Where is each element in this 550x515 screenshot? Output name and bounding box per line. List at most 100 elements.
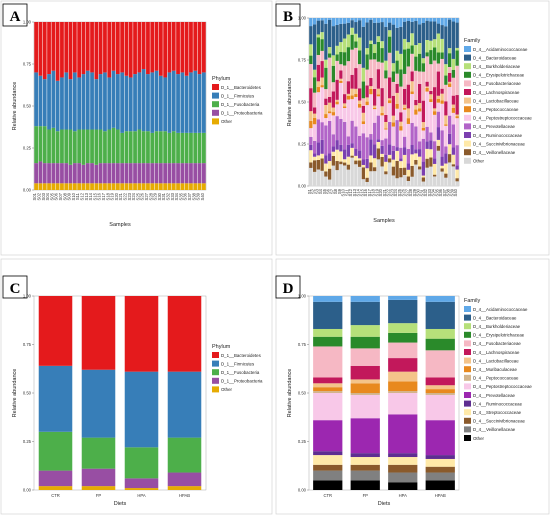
legend-swatch-d-7 bbox=[464, 366, 471, 373]
bar-b-11-12 bbox=[350, 155, 354, 158]
bar-a-13-0 bbox=[90, 22, 94, 73]
bar-b-25-8 bbox=[402, 109, 407, 137]
bar-b-9-8 bbox=[342, 107, 347, 122]
bar-b-35-8 bbox=[440, 103, 444, 131]
bar-b-25-6 bbox=[402, 104, 407, 108]
bar-a-21-3 bbox=[124, 163, 129, 184]
bar-b-16-0 bbox=[369, 18, 373, 20]
bar-b-18-11 bbox=[376, 141, 381, 149]
bar-b-7-6 bbox=[335, 99, 339, 102]
bar-b-20-0 bbox=[384, 18, 388, 27]
bar-d-1-14 bbox=[350, 470, 380, 481]
bar-b-13-7 bbox=[357, 104, 362, 108]
bar-b-18-2 bbox=[376, 36, 381, 42]
bar-b-12-5 bbox=[354, 68, 358, 89]
bar-b-33-8 bbox=[432, 114, 437, 142]
x-tick-label-a-11: S12 bbox=[79, 192, 84, 200]
bar-b-10-5 bbox=[346, 81, 351, 94]
bar-b-24-3 bbox=[399, 69, 403, 87]
bar-b-2-7 bbox=[316, 87, 321, 93]
bar-b-35-0 bbox=[440, 18, 444, 26]
bar-b-35-12 bbox=[440, 168, 444, 172]
x-tick-label-a-1: S02 bbox=[36, 192, 41, 200]
bar-a-16-3 bbox=[103, 163, 107, 184]
bar-b-12-12 bbox=[354, 160, 358, 165]
bar-b-38-9 bbox=[451, 124, 456, 148]
x-tick-label-b-30: S31 bbox=[419, 188, 424, 196]
bar-a-30-1 bbox=[163, 77, 168, 132]
bar-b-11-4 bbox=[350, 49, 354, 75]
bar-b-23-10 bbox=[395, 147, 399, 151]
bar-a-26-3 bbox=[146, 163, 150, 184]
bar-a-8-1 bbox=[68, 79, 73, 130]
bar-b-34-1 bbox=[436, 23, 441, 34]
bar-a-2-0 bbox=[42, 22, 47, 80]
bar-b-30-5 bbox=[421, 100, 426, 123]
bar-b-33-1 bbox=[432, 21, 437, 40]
bar-b-4-6 bbox=[324, 105, 328, 115]
bar-b-29-4 bbox=[417, 71, 422, 84]
bar-b-34-8 bbox=[436, 102, 441, 112]
bar-b-3-5 bbox=[320, 61, 324, 78]
bar-b-30-12 bbox=[421, 177, 426, 182]
x-tick-label-a-3: S04 bbox=[45, 192, 50, 200]
x-tick-label-d-3: HPAB bbox=[435, 493, 446, 498]
bar-b-17-13 bbox=[372, 171, 377, 186]
bar-a-22-4 bbox=[128, 183, 133, 190]
bar-c-1-2 bbox=[81, 437, 116, 469]
bar-d-2-6 bbox=[388, 371, 418, 382]
bar-c-2-3 bbox=[124, 478, 159, 489]
bar-a-7-0 bbox=[64, 22, 69, 73]
bar-a-9-4 bbox=[72, 183, 77, 190]
x-tick-label-b-10: S11 bbox=[344, 188, 349, 196]
x-tick-label-a-37: S38 bbox=[191, 192, 196, 200]
x-tick-label-b-13: S14 bbox=[356, 188, 361, 196]
bar-b-18-9 bbox=[376, 115, 381, 140]
bar-b-12-3 bbox=[354, 41, 358, 48]
bar-b-32-3 bbox=[429, 50, 433, 65]
bar-d-1-7 bbox=[350, 383, 380, 393]
bar-b-18-8 bbox=[376, 96, 381, 116]
bar-b-33-11 bbox=[432, 163, 437, 175]
bar-b-18-5 bbox=[376, 69, 381, 89]
bar-a-20-4 bbox=[120, 183, 125, 190]
bar-b-9-2 bbox=[342, 38, 347, 53]
bar-b-1-13 bbox=[312, 171, 317, 186]
bar-b-15-1 bbox=[365, 22, 369, 49]
bar-a-32-0 bbox=[171, 22, 176, 71]
bar-a-25-2 bbox=[141, 131, 146, 164]
bar-b-33-3 bbox=[432, 47, 437, 61]
bar-a-19-3 bbox=[115, 163, 120, 184]
bar-a-13-4 bbox=[90, 183, 94, 190]
bar-b-23-8 bbox=[395, 108, 399, 121]
bar-b-2-11 bbox=[316, 155, 321, 160]
bar-a-29-4 bbox=[158, 183, 163, 190]
x-tick-label-b-39: S40 bbox=[453, 188, 458, 196]
bar-a-18-1 bbox=[111, 70, 116, 128]
x-axis-title-d: Diets bbox=[378, 501, 391, 507]
bar-b-31-6 bbox=[425, 86, 429, 88]
bar-b-13-13 bbox=[357, 166, 362, 186]
bar-b-14-3 bbox=[361, 81, 366, 99]
bar-b-22-2 bbox=[391, 63, 396, 72]
bar-b-16-6 bbox=[369, 86, 373, 89]
bar-b-30-3 bbox=[421, 63, 426, 72]
bar-b-38-3 bbox=[451, 69, 456, 78]
bar-b-37-13 bbox=[447, 162, 452, 186]
x-tick-label-a-34: S35 bbox=[178, 192, 183, 200]
legend-swatch-d-0 bbox=[464, 306, 471, 312]
bar-a-25-4 bbox=[141, 183, 146, 190]
bar-b-20-3 bbox=[384, 70, 388, 79]
panel-d-letter: D bbox=[283, 281, 294, 297]
bar-b-4-1 bbox=[324, 23, 328, 60]
bar-b-25-0 bbox=[402, 18, 407, 22]
bar-d-3-5 bbox=[425, 377, 455, 386]
legend-label-d-9: D_4__Peptostreptococcaceae bbox=[473, 384, 532, 389]
legend-label-a-4: Other bbox=[221, 119, 233, 124]
bar-b-11-5 bbox=[350, 74, 354, 89]
bar-d-0-15 bbox=[313, 480, 343, 490]
bar-b-1-11 bbox=[312, 156, 317, 161]
bar-b-9-10 bbox=[342, 149, 347, 160]
bar-b-39-5 bbox=[455, 95, 459, 115]
panel-b-letter-box bbox=[275, 3, 301, 27]
